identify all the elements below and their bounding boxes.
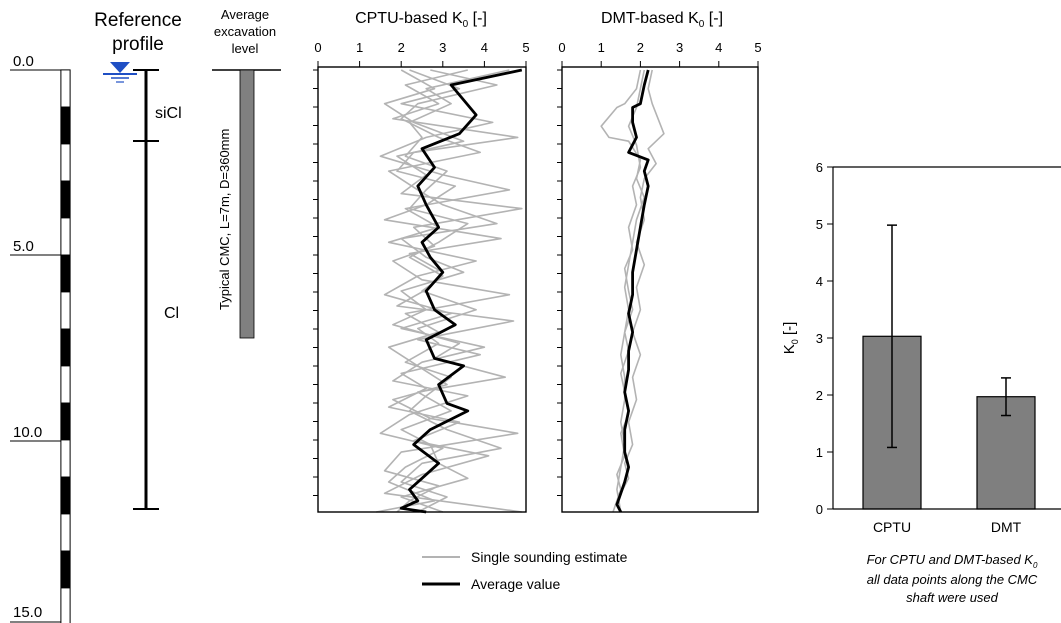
- cptu-frame: [317, 66, 527, 513]
- bar-chart-y-axis: 0 1 2 3 4 5 6: [816, 160, 833, 517]
- cmc-label: Typical CMC, L=7m, D=360mm: [217, 129, 232, 310]
- single-sounding-line: [383, 69, 523, 513]
- single-sounding-line: [616, 69, 665, 513]
- x-tick-label: 1: [356, 40, 363, 55]
- depth-scale-segment: [60, 402, 71, 441]
- reference-profile-title-line1: Reference: [94, 10, 182, 31]
- layer-label-sicl: siCl: [155, 105, 182, 122]
- depth-scale: 0.0 5.0 10.0 15.0: [10, 53, 71, 623]
- depth-tick-label-0: 0.0: [13, 53, 34, 70]
- bar-category-cptu: CPTU: [873, 519, 911, 535]
- depth-scale-segments: [60, 69, 71, 623]
- y-tick-label: 2: [816, 388, 823, 403]
- depth-tick-label-10: 10.0: [13, 424, 42, 441]
- depth-scale-segment: [60, 254, 71, 293]
- y-tick-label: 1: [816, 445, 823, 460]
- depth-scale-segment: [60, 106, 71, 145]
- x-tick-label: 5: [522, 40, 529, 55]
- note-line2: all data points along the CMC: [867, 572, 1038, 587]
- depth-scale-segment: [60, 143, 71, 182]
- reference-profile-title-line2: profile: [112, 34, 164, 55]
- excavation-label-line3: level: [232, 41, 259, 56]
- bar-category-dmt: DMT: [991, 519, 1022, 535]
- average-value-line: [615, 69, 650, 513]
- excavation-label-line2: excavation: [214, 24, 276, 39]
- depth-tick-label-15: 15.0: [13, 604, 42, 621]
- note-line1: For CPTU and DMT-based K0: [867, 552, 1038, 570]
- depth-scale-segment: [60, 550, 71, 589]
- dmt-depth-ticks: [557, 69, 562, 496]
- depth-tick-label-5: 5.0: [13, 238, 34, 255]
- depth-scale-segment: [60, 439, 71, 478]
- water-level-icon: [103, 62, 137, 83]
- dmt-panel: DMT-based K0 [-] 0 1 2 3 4 5: [557, 10, 762, 513]
- excavation-column: Average excavation level Typical CMC, L=…: [212, 7, 281, 339]
- dmt-title: DMT-based K0 [-]: [601, 10, 723, 30]
- x-tick-label: 3: [439, 40, 446, 55]
- y-tick-label: 3: [816, 331, 823, 346]
- dmt-series: [600, 69, 665, 513]
- depth-scale-segment: [60, 587, 71, 623]
- cptu-x-axis: 0 1 2 3 4 5: [314, 40, 530, 67]
- x-tick-label: 4: [481, 40, 488, 55]
- x-tick-label: 5: [754, 40, 761, 55]
- depth-scale-segment: [60, 180, 71, 219]
- single-sounding-line: [612, 69, 646, 513]
- legend-label-single: Single sounding estimate: [471, 549, 628, 565]
- legend-label-average: Average value: [471, 576, 560, 592]
- x-tick-label: 2: [398, 40, 405, 55]
- depth-scale-segment: [60, 513, 71, 552]
- y-tick-label: 0: [816, 502, 823, 517]
- depth-scale-segment: [60, 476, 71, 515]
- x-tick-label: 4: [715, 40, 722, 55]
- cptu-title: CPTU-based K0 [-]: [355, 10, 487, 30]
- cptu-depth-ticks: [313, 69, 318, 496]
- bar-chart-ylabel: K0 [-]: [781, 322, 800, 355]
- y-tick-label: 5: [816, 217, 823, 232]
- note-line3: shaft were used: [906, 590, 999, 605]
- average-value-line: [399, 68, 523, 514]
- single-sounding-line: [376, 69, 511, 513]
- x-tick-label: 1: [598, 40, 605, 55]
- depth-scale-segment: [60, 291, 71, 330]
- x-tick-label: 0: [314, 40, 321, 55]
- dmt-frame: [561, 66, 759, 513]
- layer-label-cl: Cl: [164, 305, 179, 322]
- depth-scale-segment: [60, 365, 71, 404]
- x-tick-label: 2: [637, 40, 644, 55]
- reference-profile: Reference profile siCl Cl: [94, 10, 182, 510]
- cptu-series: [376, 68, 523, 514]
- excavation-label-line1: Average: [221, 7, 269, 22]
- cptu-panel: CPTU-based K0 [-] 0 1 2 3 4 5: [313, 10, 530, 514]
- dmt-x-axis: 0 1 2 3 4 5: [558, 40, 762, 67]
- depth-scale-segment: [60, 69, 71, 108]
- legend: Single sounding estimate Average value: [422, 549, 628, 592]
- bar-chart-note: For CPTU and DMT-based K0 all data point…: [867, 552, 1038, 605]
- bar-chart-bars: [862, 224, 1036, 510]
- x-tick-label: 0: [558, 40, 565, 55]
- single-sounding-line: [400, 69, 510, 513]
- x-tick-label: 3: [676, 40, 683, 55]
- depth-scale-segment: [60, 217, 71, 256]
- bar-chart: K0 [-] 0 1 2 3 4 5 6 CPTU DMT: [781, 160, 1061, 535]
- depth-scale-segment: [60, 328, 71, 367]
- y-tick-label: 6: [816, 160, 823, 175]
- y-tick-label: 4: [816, 274, 823, 289]
- cmc-column: [239, 69, 255, 339]
